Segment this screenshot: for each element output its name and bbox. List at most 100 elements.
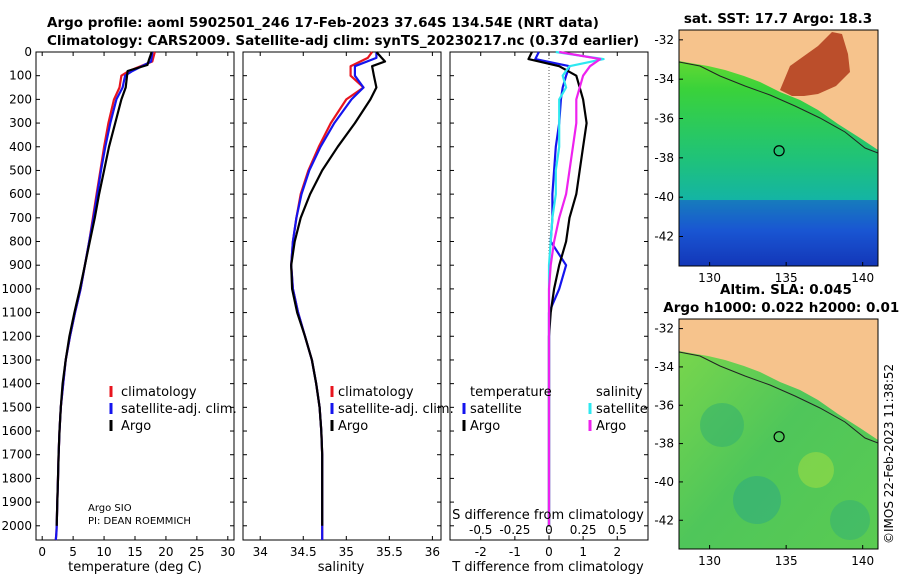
t-difference-axis-label: T difference from climatology <box>451 560 644 575</box>
x-tick-label: 34 <box>253 545 268 559</box>
sst-float-marker <box>773 145 785 157</box>
sla-map-image <box>679 319 878 549</box>
profile-line-salinity-argo <box>547 50 602 526</box>
depth-tick-label: 400 <box>9 140 32 154</box>
x-tick-label: 2 <box>613 545 621 559</box>
legend-climatology-2: climatology <box>338 385 414 400</box>
x-tick-label: 10 <box>96 545 111 559</box>
profile-line-temperature-satellite <box>534 51 571 526</box>
profile-line-climatology <box>290 51 373 540</box>
sla-map-frame <box>678 318 879 550</box>
map-lat-label: -40 <box>654 190 674 204</box>
profile-line-satellite-adj-clim- <box>290 52 378 540</box>
profile-line-argo <box>55 51 153 526</box>
s-difference-tick-label: 0.5 <box>608 523 627 537</box>
depth-tick-label: 1100 <box>1 306 32 320</box>
sla-land-mask <box>679 319 878 440</box>
depth-tick-label: 1600 <box>1 424 32 438</box>
depth-tick-label: 1300 <box>1 353 32 367</box>
salinity-plot-frame <box>242 51 442 541</box>
map-lon-label: 140 <box>851 271 874 285</box>
map-lat-label: -34 <box>654 360 674 374</box>
map-lat-label: -38 <box>654 437 674 451</box>
sst-map-frame <box>678 29 879 267</box>
difference-depth-ticks <box>450 51 648 527</box>
pi-credit: PI: DEAN ROEMMICH <box>88 516 191 527</box>
salinity-panel: 34 34.5 35 35.5 36 salinity climatology sate… <box>242 51 454 575</box>
depth-tick-label: 2000 <box>1 519 32 533</box>
x-tick-label: 25 <box>189 545 204 559</box>
depth-tick-label: 0 <box>24 45 32 59</box>
x-tick-label: 15 <box>127 545 142 559</box>
depth-tick-label: 300 <box>9 116 32 130</box>
sla-eddy-3 <box>798 452 834 488</box>
s-difference-tick-label: 0.25 <box>570 523 597 537</box>
legend-argo-2: Argo <box>338 419 368 434</box>
profile-line-temperature-argo <box>527 51 588 526</box>
s-difference-ticks: -0.5 -0.25 0 0.25 0.5 <box>469 523 627 537</box>
depth-tick-label: 1200 <box>1 329 32 343</box>
sst-map-axes: 130 135 140 -32 -34 -36 -38 -40 -42 <box>654 33 874 285</box>
x-tick-label: -2 <box>475 545 487 559</box>
depth-tick-label: 200 <box>9 92 32 106</box>
depth-tick-label: 1400 <box>1 377 32 391</box>
depth-tick-label: 600 <box>9 187 32 201</box>
depth-tick-label: 500 <box>9 163 32 177</box>
temperature-profiles <box>54 51 156 541</box>
sst-map-title: sat. SST: 17.7 Argo: 18.3 <box>684 11 872 27</box>
map-lat-label: -34 <box>654 72 674 86</box>
temperature-panel: 0100200300400500600700800900100011001200… <box>1 45 236 575</box>
legend-s-argo: Argo <box>596 419 626 434</box>
legend-salinity-title: salinity <box>596 385 643 400</box>
x-tick-label: 30 <box>220 545 235 559</box>
s-difference-tick-label: 0 <box>545 523 553 537</box>
sst-map-panel: sat. SST: 17.7 Argo: 18.3 130 135 140 -32 -3… <box>654 11 879 285</box>
legend-climatology: climatology <box>121 385 197 400</box>
x-tick-label: 36 <box>425 545 440 559</box>
temperature-legend: climatology satellite-adj. clim. Argo <box>109 385 237 434</box>
profile-line-climatology <box>54 51 156 541</box>
depth-tick-label: 900 <box>9 258 32 272</box>
depth-tick-label: 100 <box>9 69 32 83</box>
x-tick-label: 0 <box>38 545 46 559</box>
sla-float-marker <box>773 431 785 443</box>
s-difference-tick-label: -0.25 <box>499 523 530 537</box>
float-group-credit: Argo SIO <box>88 503 132 514</box>
salinity-x-axis: 34 34.5 35 35.5 36 <box>253 52 440 559</box>
sla-map-panel: Altim. SLA: 0.045 Argo h1000: 0.022 h200… <box>654 282 900 568</box>
title-line-2: Climatology: CARS2009. Satellite-adj cli… <box>47 33 639 49</box>
map-lon-label: 135 <box>775 554 798 568</box>
depth-tick-label: 800 <box>9 235 32 249</box>
map-lat-label: -38 <box>654 151 674 165</box>
sla-eddy-1 <box>700 403 744 447</box>
profile-line-satellite-adj-clim- <box>54 51 154 541</box>
difference-legend: temperature satellite Argo salinity sate… <box>462 385 648 434</box>
map-lat-label: -36 <box>654 398 674 412</box>
map-lat-label: -36 <box>654 112 674 126</box>
sst-depth-contour <box>679 61 878 154</box>
map-lat-label: -42 <box>654 513 674 527</box>
temperature-x-axis: 0 5 10 15 20 25 30 <box>38 52 235 559</box>
depth-tick-label: 1900 <box>1 495 32 509</box>
s-difference-tick-label: -0.5 <box>469 523 492 537</box>
legend-temperature-title: temperature <box>470 385 552 400</box>
x-tick-label: 34.5 <box>290 545 317 559</box>
legend-s-satellite: satellite <box>596 402 648 417</box>
x-tick-label: 35 <box>339 545 354 559</box>
map-lon-label: 130 <box>698 554 721 568</box>
salinity-axis-label: salinity <box>318 560 365 575</box>
x-tick-label: 0 <box>545 545 553 559</box>
map-lon-label: 130 <box>698 271 721 285</box>
temperature-plot-frame <box>35 51 235 541</box>
salinity-profiles <box>290 51 387 540</box>
sla-depth-contour <box>679 351 878 444</box>
map-lat-label: -40 <box>654 475 674 489</box>
depth-tick-label: 1000 <box>1 282 32 296</box>
salinity-legend: climatology satellite-adj. clim. Argo <box>330 385 454 434</box>
legend-satellite-adj: satellite-adj. clim. <box>121 402 237 417</box>
sla-map-axes: 130 135 140 -32 -34 -36 -38 -40 -42 <box>654 322 874 568</box>
salinity-depth-ticks <box>243 51 441 527</box>
map-lat-label: -32 <box>654 322 674 336</box>
legend-satellite-adj-2: satellite-adj. clim. <box>338 402 454 417</box>
